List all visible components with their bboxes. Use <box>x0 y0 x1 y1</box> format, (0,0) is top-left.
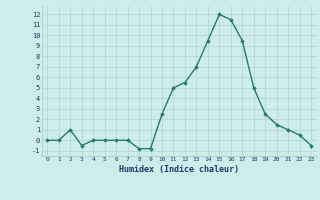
X-axis label: Humidex (Indice chaleur): Humidex (Indice chaleur) <box>119 165 239 174</box>
